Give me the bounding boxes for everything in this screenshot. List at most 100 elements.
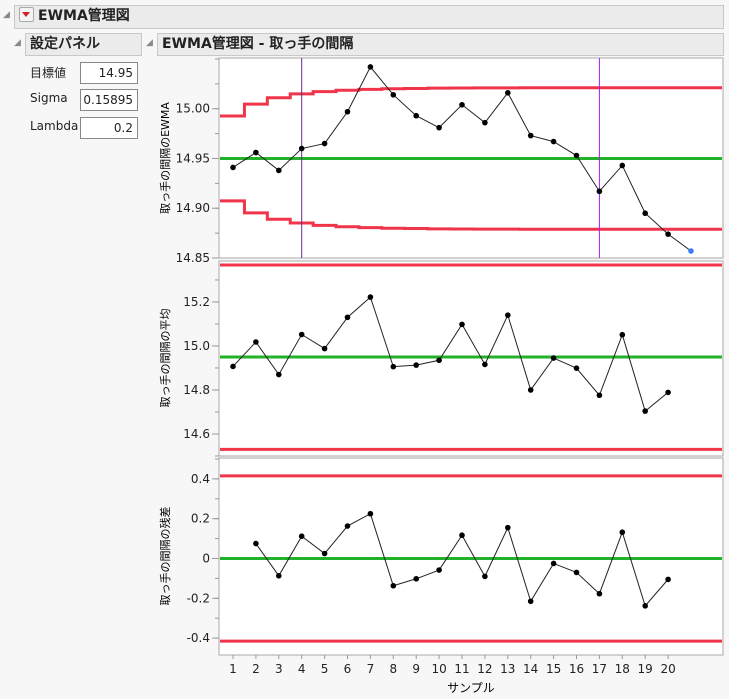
lambda-label: Lambda [30, 119, 79, 133]
chart-title: EWMA管理図 - 取っ手の間隔 [162, 36, 354, 52]
data-point [436, 567, 442, 573]
data-point [482, 361, 488, 368]
x-tick-label: 19 [638, 662, 653, 676]
settings-panel-title: 設定パネル [30, 36, 100, 52]
data-point [459, 532, 465, 539]
x-tick-label: 4 [298, 662, 306, 676]
x-tick-label: 1 [229, 662, 237, 676]
data-point [367, 510, 374, 517]
x-tick-label: 2 [252, 662, 260, 676]
forecast-point [688, 248, 694, 254]
data-point [596, 188, 603, 195]
sigma-label: Sigma [30, 91, 68, 105]
data-point [413, 575, 420, 582]
data-point [367, 64, 374, 70]
x-axis-label: サンプル [447, 681, 495, 695]
y-tick-label: -0.2 [187, 591, 210, 605]
lambda-input[interactable]: 0.2 [80, 117, 138, 139]
data-point [253, 149, 259, 156]
data-point [321, 345, 328, 352]
outline-header[interactable]: EWMA管理図 [14, 5, 724, 29]
mean-axis-label: 取っ手の間隔の平均 [158, 309, 172, 408]
y-tick-label: 0.4 [191, 472, 210, 486]
data-point [665, 231, 671, 237]
y-tick-label: 14.90 [176, 201, 210, 215]
data-point [344, 523, 351, 529]
data-point [482, 573, 488, 580]
disclosure-icon[interactable]: ◢ [146, 38, 153, 48]
data-point [230, 363, 236, 370]
data-point [298, 331, 305, 338]
data-point [253, 540, 259, 547]
y-tick-label: 0 [202, 551, 210, 565]
data-point [413, 112, 420, 119]
y-tick-label: 14.6 [183, 427, 210, 441]
x-tick-label: 18 [615, 662, 630, 676]
data-point [642, 210, 648, 217]
data-point [573, 365, 580, 371]
data-point [321, 140, 328, 147]
data-point [573, 569, 580, 576]
data-point [665, 389, 671, 396]
data-point [596, 590, 603, 597]
plot-panel [218, 457, 724, 656]
series-line [232, 296, 669, 412]
data-point [276, 167, 282, 174]
data-point [527, 598, 534, 605]
y-tick-label: -0.4 [187, 631, 210, 645]
data-point [573, 152, 580, 159]
data-point [253, 339, 259, 345]
y-tick-label: 14.8 [183, 383, 210, 397]
chart-header[interactable]: EWMA管理図 - 取っ手の間隔 [157, 33, 724, 56]
x-tick-label: 12 [477, 662, 492, 676]
ucl-line [220, 86, 722, 118]
x-tick-label: 16 [569, 662, 584, 676]
y-tick-label: 14.85 [176, 251, 210, 265]
y-tick-label: 14.95 [176, 151, 210, 165]
data-point [276, 371, 282, 378]
data-point [436, 357, 442, 364]
y-tick-label: 15.2 [183, 295, 210, 309]
x-tick-label: 5 [321, 662, 329, 676]
data-point [619, 162, 626, 169]
x-tick-label: 9 [412, 662, 420, 676]
data-point [298, 145, 305, 152]
data-point [665, 576, 671, 583]
x-tick-label: 10 [431, 662, 446, 676]
data-point [321, 550, 328, 557]
disclosure-icon[interactable]: ◢ [3, 10, 10, 20]
x-tick-label: 14 [523, 662, 538, 676]
data-point [367, 294, 374, 300]
data-point [527, 387, 534, 393]
data-point [505, 524, 511, 531]
data-point [482, 119, 488, 126]
settings-panel-header[interactable]: 設定パネル [25, 33, 142, 56]
data-point [619, 331, 626, 338]
x-tick-label: 20 [660, 662, 675, 676]
y-tick-label: 15.0 [183, 339, 210, 353]
target-input[interactable]: 14.95 [80, 62, 138, 84]
data-point [413, 362, 420, 368]
data-point [642, 408, 648, 414]
y-tick-label: 15.00 [176, 102, 210, 116]
x-tick-label: 8 [389, 662, 397, 676]
disclosure-icon[interactable]: ◢ [14, 38, 21, 48]
x-tick-label: 17 [592, 662, 607, 676]
data-point [550, 355, 557, 361]
data-point [344, 108, 351, 115]
data-point [390, 582, 397, 589]
sigma-input[interactable]: 0.15895 [80, 89, 138, 111]
x-tick-label: 6 [344, 662, 352, 676]
data-point [619, 529, 626, 536]
plot-panel [218, 260, 724, 457]
x-tick-label: 13 [500, 662, 515, 676]
red-triangle-menu-icon[interactable] [19, 7, 34, 22]
data-point [390, 92, 397, 98]
lcl-line [220, 199, 722, 231]
data-point [459, 321, 465, 328]
data-point [642, 603, 648, 609]
data-point [390, 363, 397, 370]
data-point [276, 573, 282, 579]
data-point [298, 533, 305, 540]
data-point [550, 138, 557, 145]
